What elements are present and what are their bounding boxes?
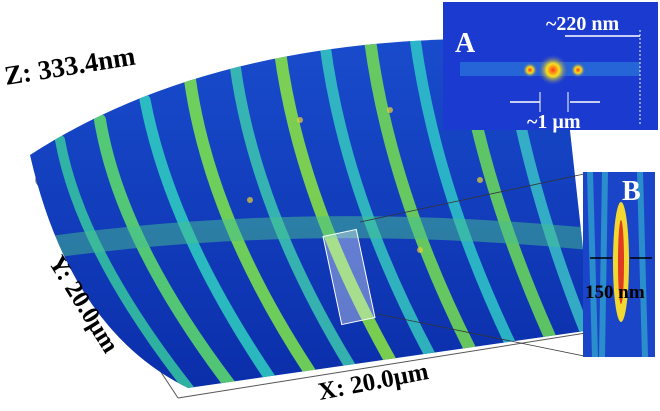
inset-a: A ~220 nm ~1 µm [443, 2, 658, 133]
annotation: ~1 µm [527, 111, 581, 133]
annotation: 150 nm [585, 282, 645, 303]
inset-label: B [622, 176, 641, 207]
inset-b: B 150 nm [583, 172, 655, 357]
z-axis-label: Z: 333.4nm [2, 41, 138, 91]
inset-label: A [455, 28, 476, 59]
annotation: ~220 nm [546, 13, 620, 35]
figure: A ~220 nm ~1 µm B 150 nm Z: 333.4nm Y: 2… [0, 0, 660, 411]
